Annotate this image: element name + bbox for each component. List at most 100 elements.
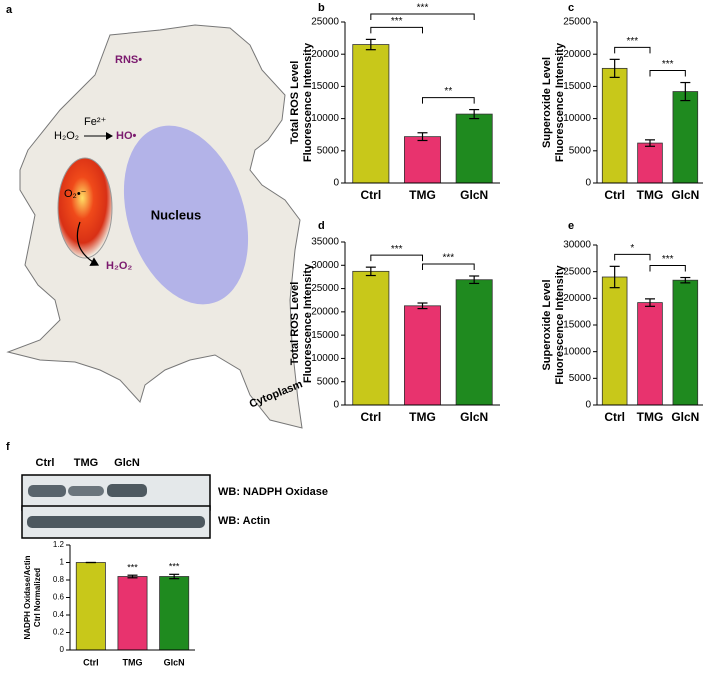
- error-bar: [645, 139, 655, 147]
- y-tick-label: 15000: [311, 81, 339, 92]
- y-tick-label: 15000: [563, 81, 591, 92]
- y-tick-label: 5000: [317, 376, 340, 387]
- y-tick-label: 30000: [563, 240, 591, 251]
- y-tick-label: 1.2: [53, 540, 65, 549]
- y-axis-label: Superoxide Level: [541, 57, 553, 148]
- band: [27, 516, 205, 528]
- x-tick-label: GlcN: [164, 657, 185, 667]
- error-bar: [169, 573, 180, 580]
- bar: [352, 44, 390, 184]
- y-axis-label: Fluorescence Intensity: [302, 42, 314, 162]
- lane-label: Ctrl: [36, 457, 55, 469]
- significance-label: ***: [626, 36, 638, 47]
- panel-label: b: [318, 2, 325, 14]
- band: [68, 486, 104, 496]
- significance-bracket: [614, 46, 651, 54]
- y-axis-label: Ctrl Normalized: [33, 568, 42, 627]
- band: [28, 485, 66, 497]
- y-axis-label: NADPH Oxidase/Actin: [23, 555, 32, 639]
- x-tick-label: TMG: [123, 657, 143, 667]
- y-tick-label: 10000: [563, 346, 591, 357]
- y-tick-label: 0.6: [53, 593, 65, 602]
- significance-label: ***: [442, 253, 454, 264]
- y-axis-label: Total ROS Level: [289, 282, 301, 366]
- y-axis-label: Fluorescence Intensity: [554, 265, 566, 385]
- error-bar: [609, 265, 620, 289]
- ho-label: HO•: [116, 130, 137, 142]
- significance-label: ***: [662, 59, 674, 70]
- superoxide-label: O₂•⁻: [64, 188, 87, 200]
- y-tick-label: 10000: [563, 113, 591, 124]
- x-tick-label: GlcN: [460, 410, 488, 424]
- x-tick-label: Ctrl: [360, 188, 381, 202]
- y-tick-label: 0.2: [53, 628, 65, 637]
- y-tick-label: 20000: [563, 293, 591, 304]
- y-axis-label: Fluorescence Intensity: [554, 42, 566, 162]
- error-bar: [417, 302, 428, 310]
- x-tick-label: Ctrl: [604, 410, 625, 424]
- bar: [75, 562, 106, 651]
- y-tick-label: 5000: [569, 145, 592, 156]
- nucleus-label: Nucleus: [151, 207, 202, 222]
- y-tick-label: 1: [60, 558, 65, 567]
- y-tick-label: 0: [333, 400, 339, 411]
- significance-label: **: [444, 86, 452, 97]
- error-bar: [680, 81, 691, 102]
- y-tick-label: 20000: [563, 49, 591, 60]
- y-tick-label: 15000: [311, 330, 339, 341]
- y-tick-label: 15000: [563, 320, 591, 331]
- y-axis-label: Superoxide Level: [541, 279, 553, 370]
- h2o2-label: H₂O₂: [106, 260, 132, 272]
- y-tick-label: 25000: [311, 17, 339, 28]
- error-bar: [609, 58, 620, 78]
- panel-label: e: [568, 220, 574, 232]
- y-tick-label: 0: [333, 178, 339, 189]
- x-tick-label: Ctrl: [83, 657, 99, 667]
- lane-label: TMG: [74, 457, 98, 469]
- x-tick-label: TMG: [409, 410, 436, 424]
- panel-label: a: [6, 4, 13, 16]
- y-tick-label: 20000: [311, 49, 339, 60]
- y-tick-label: 25000: [563, 17, 591, 28]
- panel-label: c: [568, 2, 574, 14]
- mitochondrion: [57, 157, 113, 259]
- row-label: WB: NADPH Oxidase: [218, 486, 328, 498]
- y-tick-label: 35000: [311, 237, 339, 248]
- bar: [672, 91, 699, 184]
- error-bar: [645, 298, 655, 307]
- significance-bracket: [649, 265, 686, 272]
- x-tick-label: TMG: [637, 410, 664, 424]
- error-bar: [365, 38, 376, 51]
- y-tick-label: 0: [585, 400, 591, 411]
- error-bar: [365, 266, 376, 277]
- significance-bracket: [422, 97, 475, 104]
- arrow: [76, 221, 100, 266]
- y-tick-label: 0: [585, 178, 591, 189]
- y-tick-label: 5000: [569, 373, 592, 384]
- x-tick-label: Ctrl: [604, 188, 625, 202]
- error-bar: [680, 276, 691, 284]
- lane-label: GlcN: [114, 457, 140, 469]
- significance-label: *: [630, 243, 634, 254]
- fe-label: Fe²⁺: [84, 116, 107, 128]
- significance-label: ***: [417, 3, 429, 14]
- significance-label: ***: [169, 562, 180, 572]
- bar: [672, 279, 699, 406]
- significance-label: ***: [127, 563, 138, 573]
- x-tick-label: GlcN: [460, 188, 488, 202]
- bar: [117, 576, 148, 651]
- nucleus: [123, 125, 249, 305]
- y-tick-label: 25000: [311, 283, 339, 294]
- x-tick-label: TMG: [409, 188, 436, 202]
- bar: [637, 142, 663, 184]
- y-tick-label: 25000: [563, 266, 591, 277]
- panel-label: d: [318, 220, 325, 232]
- error-bar: [469, 275, 480, 285]
- panel-label: f: [6, 441, 10, 453]
- row-label: WB: Actin: [218, 515, 270, 527]
- bar: [404, 136, 441, 184]
- y-axis-label: Fluorescence Intensity: [302, 263, 314, 383]
- y-tick-label: 30000: [311, 260, 339, 271]
